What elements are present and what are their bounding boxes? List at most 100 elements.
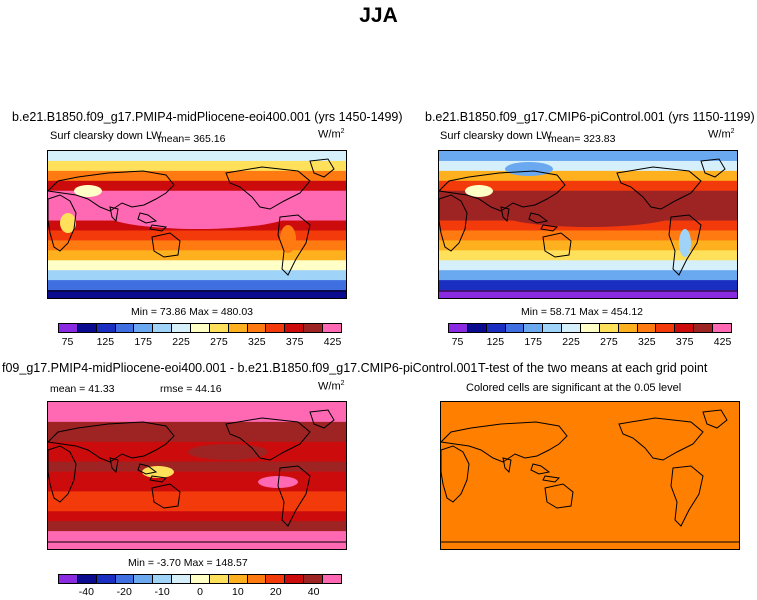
colorbar-swatch (209, 575, 229, 583)
panel2-units-base: W/m (708, 128, 731, 141)
colorbar-tick-label: -20 (116, 586, 132, 598)
colorbar-swatch (562, 324, 582, 332)
colorbar-swatch (467, 324, 487, 332)
colorbar-tick-label: 75 (61, 336, 74, 348)
panel3-colorbar (58, 574, 342, 584)
panel3-rmse: rmse = 44.16 (160, 383, 222, 395)
panel2-min-max: Min = 58.71 Max = 454.12 (521, 306, 643, 318)
colorbar-tick-label: -10 (154, 586, 170, 598)
colorbar-swatch (266, 324, 286, 332)
colorbar-swatch (191, 575, 210, 583)
colorbar-swatch (228, 575, 248, 583)
panel2-units-exp: 2 (730, 128, 735, 135)
colorbar-tick-label: 0 (197, 586, 203, 598)
panel2-colorbar (448, 323, 732, 333)
colorbar-tick-label: 425 (323, 336, 342, 348)
panel1-colorbar (58, 323, 342, 333)
colorbar-swatch (637, 324, 657, 332)
panel1-variable: Surf clearsky down LW (50, 130, 162, 142)
panel3-min-max: Min = -3.70 Max = 148.57 (128, 557, 248, 569)
panel1-units: W/m2 (318, 128, 345, 141)
colorbar-swatch (153, 575, 173, 583)
figure-title: JJA (359, 4, 398, 27)
panel2-map (438, 150, 738, 299)
panel2-title: b.e21.B1850.f09_g17.CMIP6-piControl.001 … (425, 110, 755, 124)
colorbar-tick-label: 125 (486, 336, 505, 348)
panel3-units-exp: 2 (340, 380, 345, 387)
colorbar-swatch (115, 324, 135, 332)
colorbar-tick-label: 20 (269, 586, 282, 598)
colorbar-swatch (77, 324, 97, 332)
panel3-colorbar-ticks: -40 -20 -10 0 10 20 40 (58, 586, 342, 600)
panel1-colorbar-ticks: 75 125 175 225 275 325 375 425 (58, 336, 342, 350)
colorbar-tick-label: 425 (713, 336, 732, 348)
panel2-mean: mean= 323.83 (548, 133, 616, 145)
panel1-min-max: Min = 73.86 Max = 480.03 (131, 306, 253, 318)
colorbar-swatch (581, 324, 600, 332)
colorbar-swatch (247, 324, 267, 332)
colorbar-tick-label: 225 (562, 336, 580, 348)
colorbar-tick-label: 375 (285, 336, 304, 348)
panel2-units: W/m2 (708, 128, 735, 141)
colorbar-swatch (153, 324, 173, 332)
colorbar-swatch (134, 575, 154, 583)
colorbar-tick-label: 225 (172, 336, 190, 348)
colorbar-swatch (304, 575, 324, 583)
colorbar-tick-label: 275 (210, 336, 228, 348)
panel4-subtitle: Colored cells are significant at the 0.0… (466, 382, 682, 394)
colorbar-swatch (713, 324, 731, 332)
colorbar-swatch (59, 575, 78, 583)
colorbar-swatch (285, 575, 305, 583)
colorbar-tick-label: 40 (307, 586, 320, 598)
colorbar-swatch (285, 324, 305, 332)
colorbar-tick-label: 175 (524, 336, 542, 348)
colorbar-swatch (675, 324, 695, 332)
colorbar-tick-label: 10 (232, 586, 244, 598)
colorbar-swatch (228, 324, 248, 332)
colorbar-swatch (323, 324, 341, 332)
colorbar-tick-label: 325 (248, 336, 266, 348)
panel3-units: W/m2 (318, 380, 345, 393)
map-field (439, 151, 737, 298)
panel3-units-base: W/m (318, 380, 341, 393)
panel2-colorbar-ticks: 75 125 175 225 275 325 375 425 (448, 336, 732, 350)
colorbar-swatch (266, 575, 286, 583)
colorbar-swatch (172, 324, 192, 332)
panel2-variable: Surf clearsky down LW (440, 130, 552, 142)
panel1-title: b.e21.B1850.f09_g17.PMIP4-midPliocene-eo… (12, 110, 403, 124)
colorbar-tick-label: 325 (638, 336, 656, 348)
panel3-map (47, 401, 347, 550)
colorbar-swatch (656, 324, 676, 332)
colorbar-swatch (191, 324, 210, 332)
colorbar-swatch (304, 324, 324, 332)
panel1-units-exp: 2 (340, 128, 345, 135)
colorbar-tick-label: 75 (451, 336, 464, 348)
colorbar-swatch (172, 575, 192, 583)
map-field (48, 402, 346, 549)
colorbar-swatch (59, 324, 78, 332)
colorbar-swatch (694, 324, 714, 332)
colorbar-swatch (505, 324, 525, 332)
colorbar-swatch (134, 324, 154, 332)
colorbar-swatch (77, 575, 97, 583)
colorbar-swatch (209, 324, 229, 332)
colorbar-tick-label: 275 (600, 336, 618, 348)
panel3-title: f09_g17.PMIP4-midPliocene-eoi400.001 - b… (2, 361, 478, 375)
colorbar-tick-label: 125 (96, 336, 115, 348)
colorbar-swatch (115, 575, 135, 583)
colorbar-swatch (618, 324, 638, 332)
panel1-mean: mean= 365.16 (158, 133, 226, 145)
panel1-map (47, 150, 347, 299)
map-field (441, 402, 739, 549)
colorbar-swatch (449, 324, 468, 332)
colorbar-swatch (247, 575, 267, 583)
colorbar-swatch (323, 575, 341, 583)
colorbar-swatch (486, 324, 506, 332)
panel4-map (440, 401, 740, 550)
colorbar-tick-label: 175 (134, 336, 152, 348)
panel1-units-base: W/m (318, 128, 341, 141)
panel3-mean: mean = 41.33 (50, 383, 115, 395)
panel4-title: T-test of the two means at each grid poi… (478, 361, 708, 375)
colorbar-swatch (524, 324, 544, 332)
colorbar-swatch (96, 575, 116, 583)
